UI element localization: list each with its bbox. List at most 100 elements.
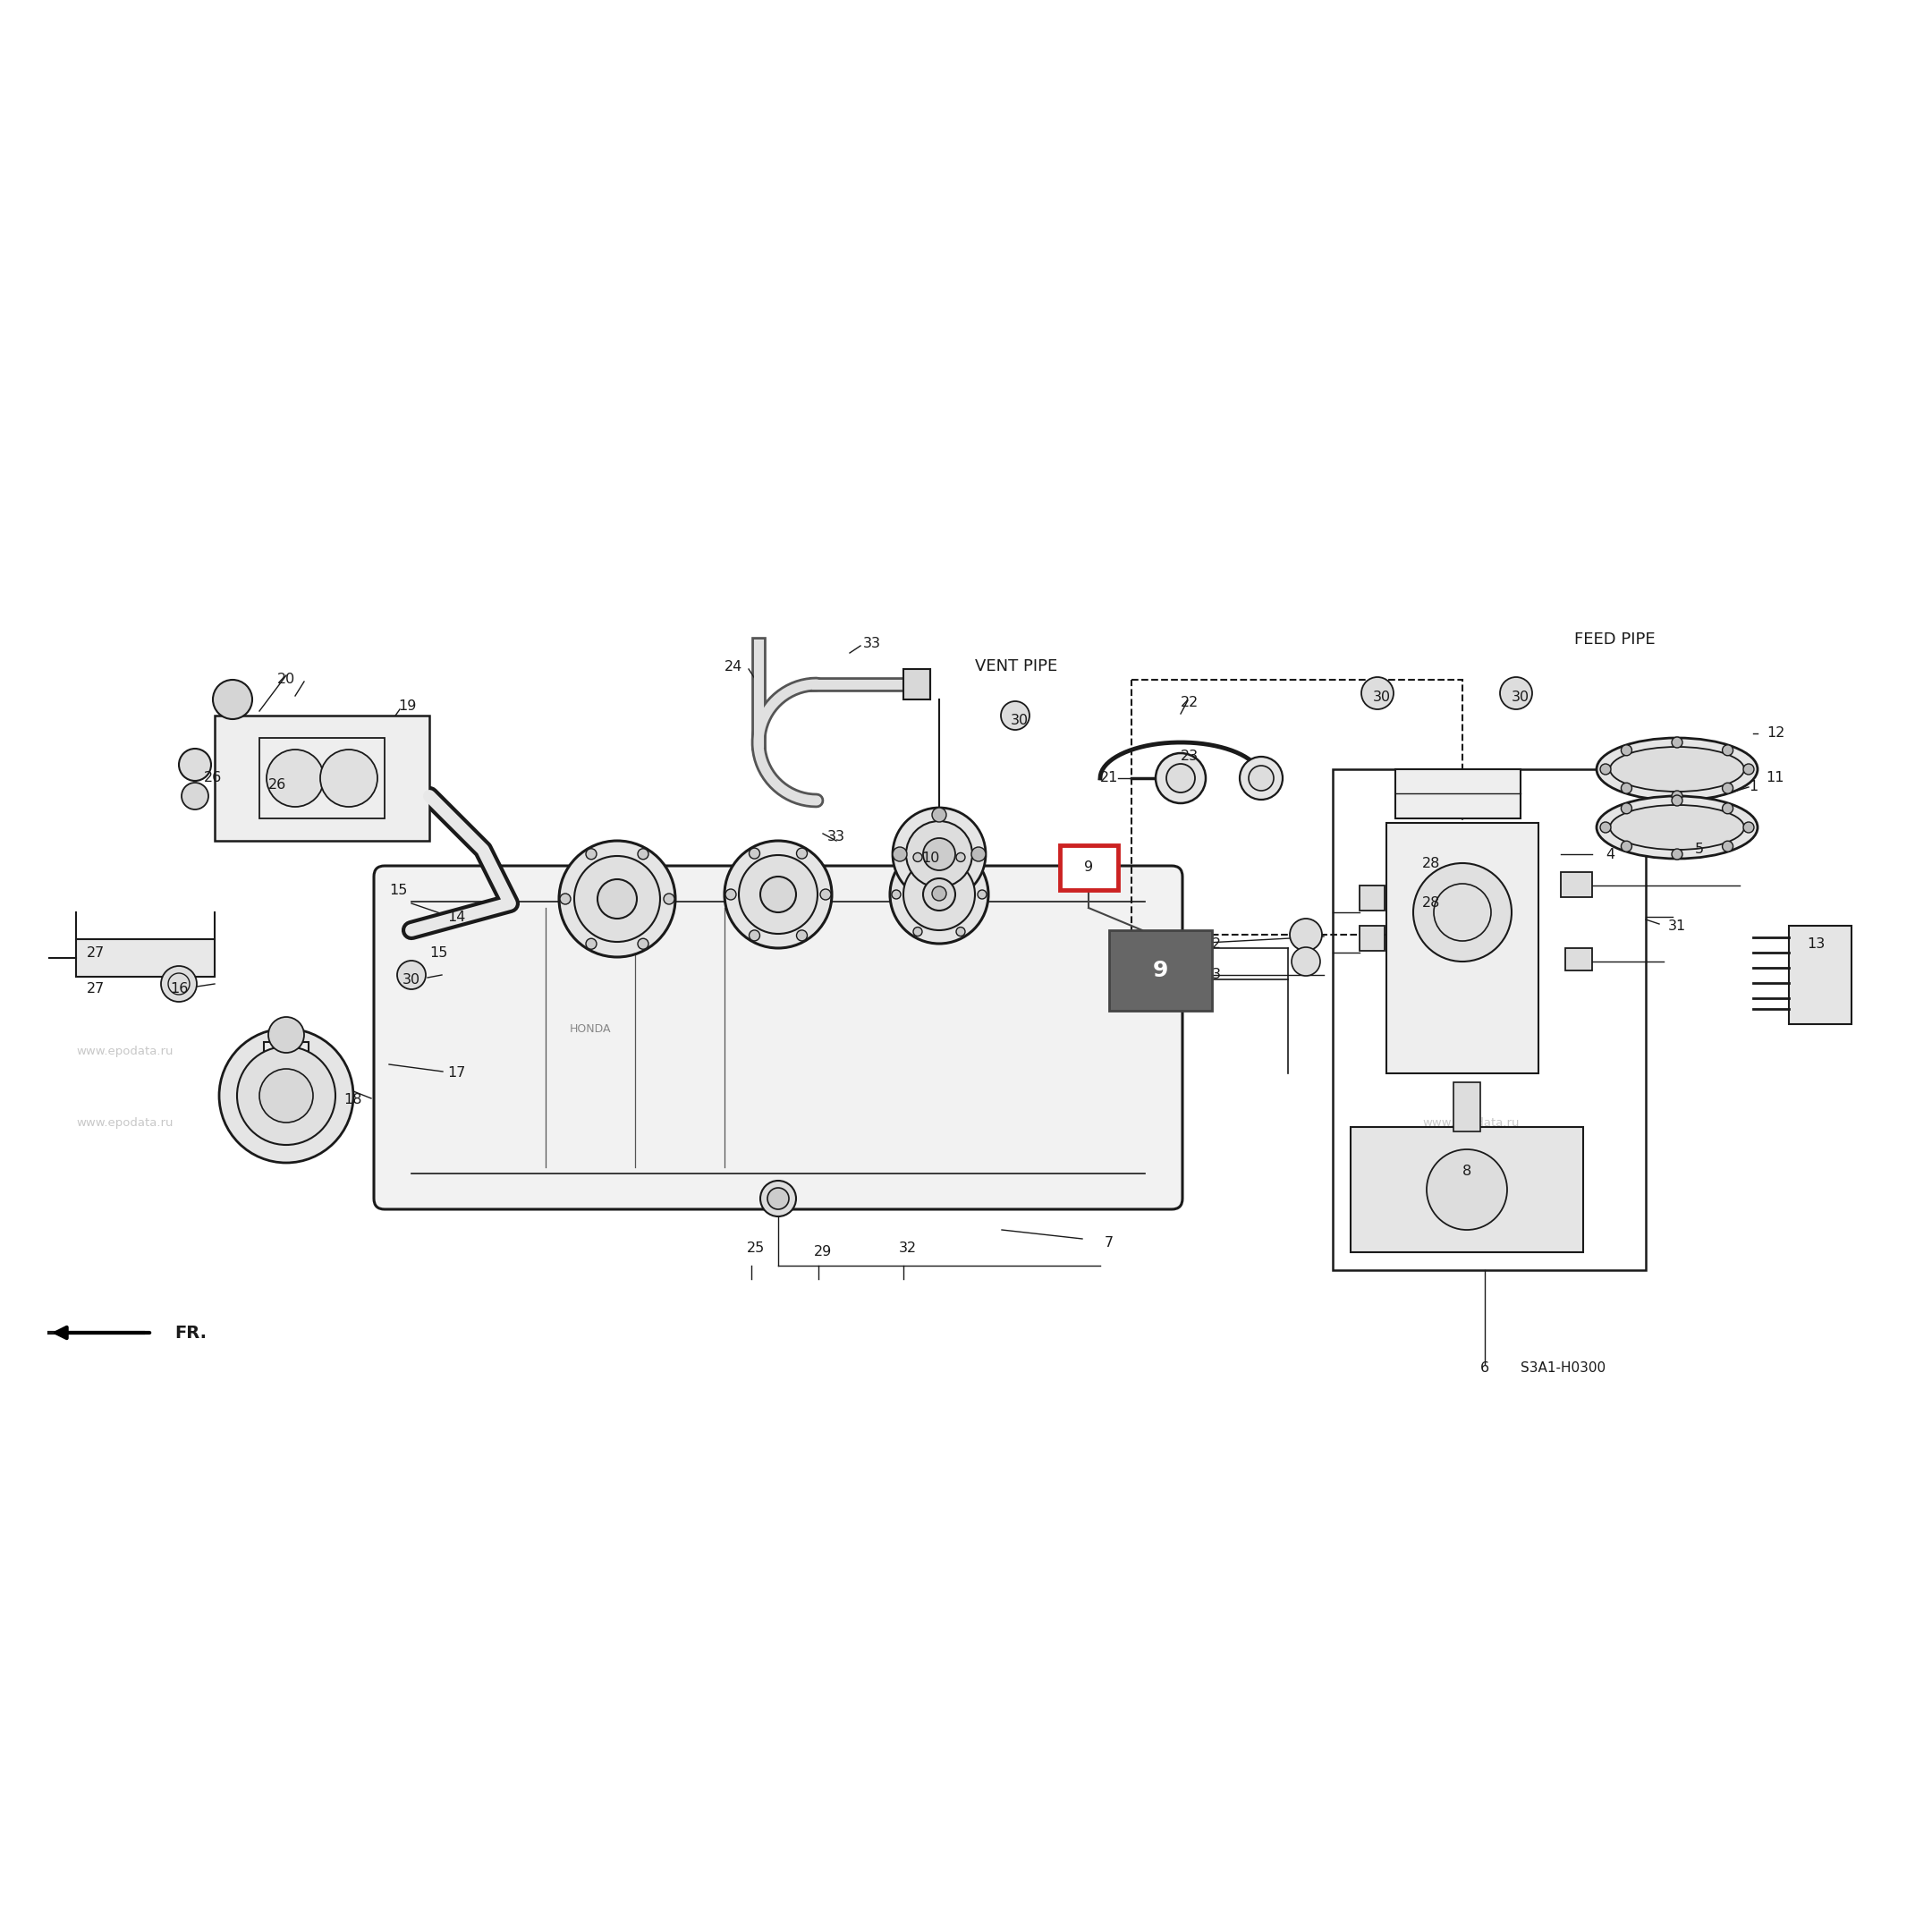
Circle shape xyxy=(638,939,649,949)
Circle shape xyxy=(1001,701,1030,730)
Text: 30: 30 xyxy=(1511,692,1530,705)
Text: 33: 33 xyxy=(827,829,846,842)
Circle shape xyxy=(269,1016,303,1053)
FancyBboxPatch shape xyxy=(375,866,1182,1209)
Circle shape xyxy=(1362,676,1393,709)
Bar xyxy=(1350,1126,1582,1252)
Text: www.epodata.ru: www.epodata.ru xyxy=(962,1045,1059,1057)
Text: 6: 6 xyxy=(1480,1362,1490,1376)
Circle shape xyxy=(914,927,922,937)
Circle shape xyxy=(182,782,209,810)
Circle shape xyxy=(1155,753,1206,804)
Circle shape xyxy=(914,852,922,862)
Bar xyxy=(214,715,429,840)
Text: 33: 33 xyxy=(864,638,881,651)
Circle shape xyxy=(560,893,570,904)
Circle shape xyxy=(1167,763,1196,792)
Circle shape xyxy=(923,879,954,910)
Text: 1: 1 xyxy=(1748,781,1758,794)
Text: 4: 4 xyxy=(1605,848,1615,862)
Text: 9: 9 xyxy=(1084,862,1094,875)
Circle shape xyxy=(1721,840,1733,852)
Text: 18: 18 xyxy=(344,1094,363,1107)
Text: 27: 27 xyxy=(87,947,104,960)
Text: 28: 28 xyxy=(1422,896,1439,910)
Circle shape xyxy=(398,960,425,989)
Circle shape xyxy=(1240,757,1283,800)
Bar xyxy=(1360,885,1385,910)
Circle shape xyxy=(597,879,638,918)
Circle shape xyxy=(1291,918,1321,951)
Circle shape xyxy=(1743,763,1754,775)
Circle shape xyxy=(767,1188,788,1209)
Text: 24: 24 xyxy=(724,659,742,672)
Text: www.epodata.ru: www.epodata.ru xyxy=(487,1045,585,1057)
Text: 17: 17 xyxy=(446,1066,466,1080)
Circle shape xyxy=(259,1068,313,1122)
Text: 26: 26 xyxy=(203,771,222,784)
Text: 30: 30 xyxy=(1374,692,1391,705)
Circle shape xyxy=(893,846,906,862)
Circle shape xyxy=(1743,821,1754,833)
Bar xyxy=(1561,871,1592,896)
Circle shape xyxy=(218,1028,354,1163)
Circle shape xyxy=(956,852,966,862)
Circle shape xyxy=(893,808,985,900)
Circle shape xyxy=(821,889,831,900)
Text: 9: 9 xyxy=(1151,960,1167,981)
Text: VENT PIPE: VENT PIPE xyxy=(976,659,1057,674)
Circle shape xyxy=(761,1180,796,1217)
Circle shape xyxy=(1671,848,1683,860)
Bar xyxy=(1453,1082,1480,1132)
Bar xyxy=(75,939,214,978)
Text: 10: 10 xyxy=(922,852,939,866)
Text: 16: 16 xyxy=(170,981,187,995)
Circle shape xyxy=(891,846,989,943)
Circle shape xyxy=(1721,804,1733,813)
Text: FEED PIPE: FEED PIPE xyxy=(1575,632,1656,647)
Text: 30: 30 xyxy=(1010,713,1028,726)
Circle shape xyxy=(638,848,649,860)
Circle shape xyxy=(1621,782,1633,794)
Bar xyxy=(904,668,929,699)
Bar xyxy=(1565,949,1592,970)
Circle shape xyxy=(1426,1150,1507,1231)
Circle shape xyxy=(750,848,759,858)
Text: 19: 19 xyxy=(398,699,415,713)
Circle shape xyxy=(1721,746,1733,755)
Circle shape xyxy=(761,877,796,912)
Circle shape xyxy=(180,748,211,781)
Text: 29: 29 xyxy=(813,1246,833,1260)
Circle shape xyxy=(972,846,985,862)
Circle shape xyxy=(1248,765,1273,790)
Circle shape xyxy=(923,838,954,869)
Circle shape xyxy=(585,848,597,860)
Circle shape xyxy=(1621,840,1633,852)
Text: 5: 5 xyxy=(1694,842,1704,856)
Text: 12: 12 xyxy=(1766,726,1785,740)
Circle shape xyxy=(1671,796,1683,806)
Bar xyxy=(259,738,384,819)
Text: 27: 27 xyxy=(87,981,104,995)
Text: 11: 11 xyxy=(1766,771,1785,784)
Text: www.epodata.ru: www.epodata.ru xyxy=(1422,1045,1519,1057)
Text: www.epodata.ru: www.epodata.ru xyxy=(75,1117,174,1128)
Text: FR.: FR. xyxy=(174,1323,207,1341)
Circle shape xyxy=(238,1047,336,1146)
Text: 3: 3 xyxy=(1211,968,1221,981)
Text: www.epodata.ru: www.epodata.ru xyxy=(487,1117,585,1128)
Circle shape xyxy=(750,929,759,941)
Text: 28: 28 xyxy=(1422,856,1439,869)
Text: www.epodata.ru: www.epodata.ru xyxy=(1422,1117,1519,1128)
Circle shape xyxy=(796,848,808,858)
Circle shape xyxy=(724,889,736,900)
Bar xyxy=(1109,929,1211,1010)
Text: 32: 32 xyxy=(898,1240,918,1254)
Text: S3A1-H0300: S3A1-H0300 xyxy=(1520,1362,1605,1376)
Text: 26: 26 xyxy=(269,779,286,792)
Circle shape xyxy=(931,887,947,900)
Text: 30: 30 xyxy=(402,972,421,985)
Circle shape xyxy=(321,750,377,808)
Circle shape xyxy=(213,680,253,719)
Circle shape xyxy=(978,891,987,898)
